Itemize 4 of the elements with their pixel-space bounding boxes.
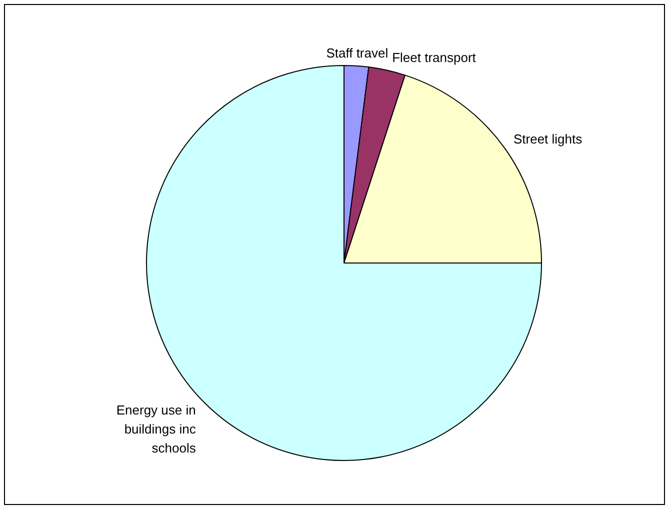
slice-label: Staff travel	[326, 45, 388, 60]
slice-label: Energy use in buildings inc schools	[116, 402, 196, 456]
slice-label: Street lights	[513, 131, 583, 146]
slice-label: Fleet transport	[392, 50, 476, 66]
